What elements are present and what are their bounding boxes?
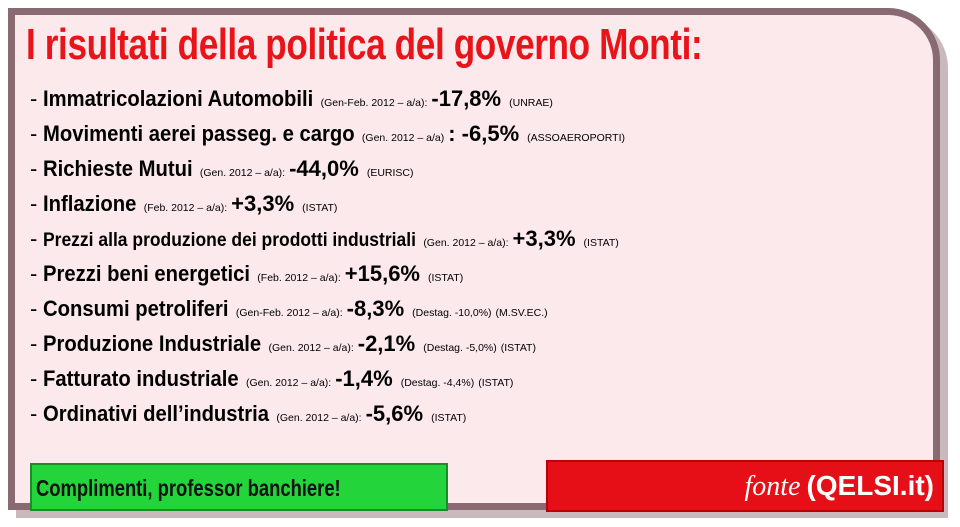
item-period: (Feb. 2012 – a/a):: [257, 272, 341, 284]
item-label: Richieste Mutui: [43, 156, 193, 181]
item-label: Consumi petroliferi: [43, 296, 229, 321]
fonte-source: (QELSI.it): [806, 470, 934, 501]
item-label: Ordinativi dell’industria: [43, 401, 270, 426]
item-value: +3,3%: [512, 226, 576, 251]
item-value: -44,0%: [289, 156, 359, 181]
item-source: (ISTAT): [500, 342, 536, 354]
item-value: : -6,5%: [448, 121, 520, 146]
item-label: Fatturato industriale: [43, 366, 240, 391]
item-label: Prezzi alla produzione dei prodotti indu…: [43, 230, 417, 251]
item-source: (EURISC): [366, 167, 414, 179]
bullet-dash: -: [30, 121, 38, 146]
compliments-banner: Complimenti, professor banchiere!: [30, 463, 448, 511]
fonte-word: fonte: [744, 471, 801, 502]
item-note: (Destag. -10,0%): [412, 307, 492, 319]
item-label: Inflazione: [43, 191, 137, 216]
item-value: +15,6%: [344, 261, 420, 286]
page-title: I risultati della politica del governo M…: [26, 20, 703, 69]
item-note: (Destag. -5,0%): [423, 342, 497, 354]
bullet-dash: -: [30, 366, 38, 391]
item-label: Immatricolazioni Automobili: [43, 86, 314, 111]
item-period: (Gen. 2012 – a/a):: [245, 377, 332, 389]
source-credit: fonte (QELSI.it): [744, 470, 934, 503]
item-source: (ISTAT): [302, 202, 338, 214]
item-label: Movimenti aerei passeg. e cargo: [43, 121, 355, 146]
item-source: (ISTAT): [478, 377, 514, 389]
bullet-dash: -: [30, 156, 38, 181]
item-note: (Destag. -4,4%): [400, 377, 475, 389]
bullet-dash: -: [30, 331, 38, 356]
list-item: - Prezzi alla produzione dei prodotti in…: [30, 226, 625, 261]
item-value: -17,8%: [431, 86, 502, 111]
item-value: -2,1%: [357, 331, 416, 356]
item-label: Prezzi beni energetici: [43, 261, 251, 286]
compliments-text: Complimenti, professor banchiere!: [36, 475, 341, 501]
bullet-dash: -: [30, 226, 38, 251]
bullet-dash: -: [30, 191, 38, 216]
results-list: - Immatricolazioni Automobili (Gen-Feb. …: [30, 86, 625, 436]
list-item: - Richieste Mutui (Gen. 2012 – a/a): -44…: [30, 156, 625, 191]
bullet-dash: -: [30, 401, 38, 426]
item-label: Produzione Industriale: [43, 331, 262, 356]
item-period: (Gen-Feb. 2012 – a/a):: [320, 97, 428, 109]
list-item: - Inflazione (Feb. 2012 – a/a): +3,3% (I…: [30, 191, 625, 226]
list-item: - Movimenti aerei passeg. e cargo (Gen. …: [30, 121, 625, 156]
item-value: -5,6%: [365, 401, 424, 426]
list-item: - Prezzi beni energetici (Feb. 2012 – a/…: [30, 261, 625, 296]
info-card: [8, 8, 940, 510]
item-value: -8,3%: [346, 296, 405, 321]
list-item: - Produzione Industriale (Gen. 2012 – a/…: [30, 331, 625, 366]
item-source: (ISTAT): [583, 237, 619, 249]
item-period: (Gen-Feb. 2012 – a/a):: [235, 307, 343, 319]
source-banner: fonte (QELSI.it): [546, 460, 944, 512]
item-period: (Gen. 2012 – a/a):: [268, 342, 354, 354]
list-item: - Consumi petroliferi (Gen-Feb. 2012 – a…: [30, 296, 625, 331]
bullet-dash: -: [30, 86, 38, 111]
item-source: (ISTAT): [431, 412, 467, 424]
list-item: - Ordinativi dell’industria (Gen. 2012 –…: [30, 401, 625, 436]
item-source: (ASSOAEROPORTI): [527, 132, 625, 144]
item-period: (Feb. 2012 – a/a):: [143, 202, 228, 214]
item-period: (Gen. 2012 – a/a):: [276, 412, 362, 424]
bullet-dash: -: [30, 261, 38, 286]
item-source: (M.SV.EC.): [495, 307, 548, 319]
item-source: (UNRAE): [509, 97, 553, 109]
item-period: (Gen. 2012 – a/a):: [423, 237, 509, 249]
item-period: (Gen. 2012 – a/a):: [199, 167, 286, 179]
bullet-dash: -: [30, 296, 38, 321]
item-value: +3,3%: [231, 191, 295, 216]
list-item: - Immatricolazioni Automobili (Gen-Feb. …: [30, 86, 625, 121]
item-source: (ISTAT): [428, 272, 464, 284]
item-period: (Gen. 2012 – a/a): [361, 132, 445, 144]
item-value: -1,4%: [335, 366, 393, 391]
list-item: - Fatturato industriale (Gen. 2012 – a/a…: [30, 366, 625, 401]
